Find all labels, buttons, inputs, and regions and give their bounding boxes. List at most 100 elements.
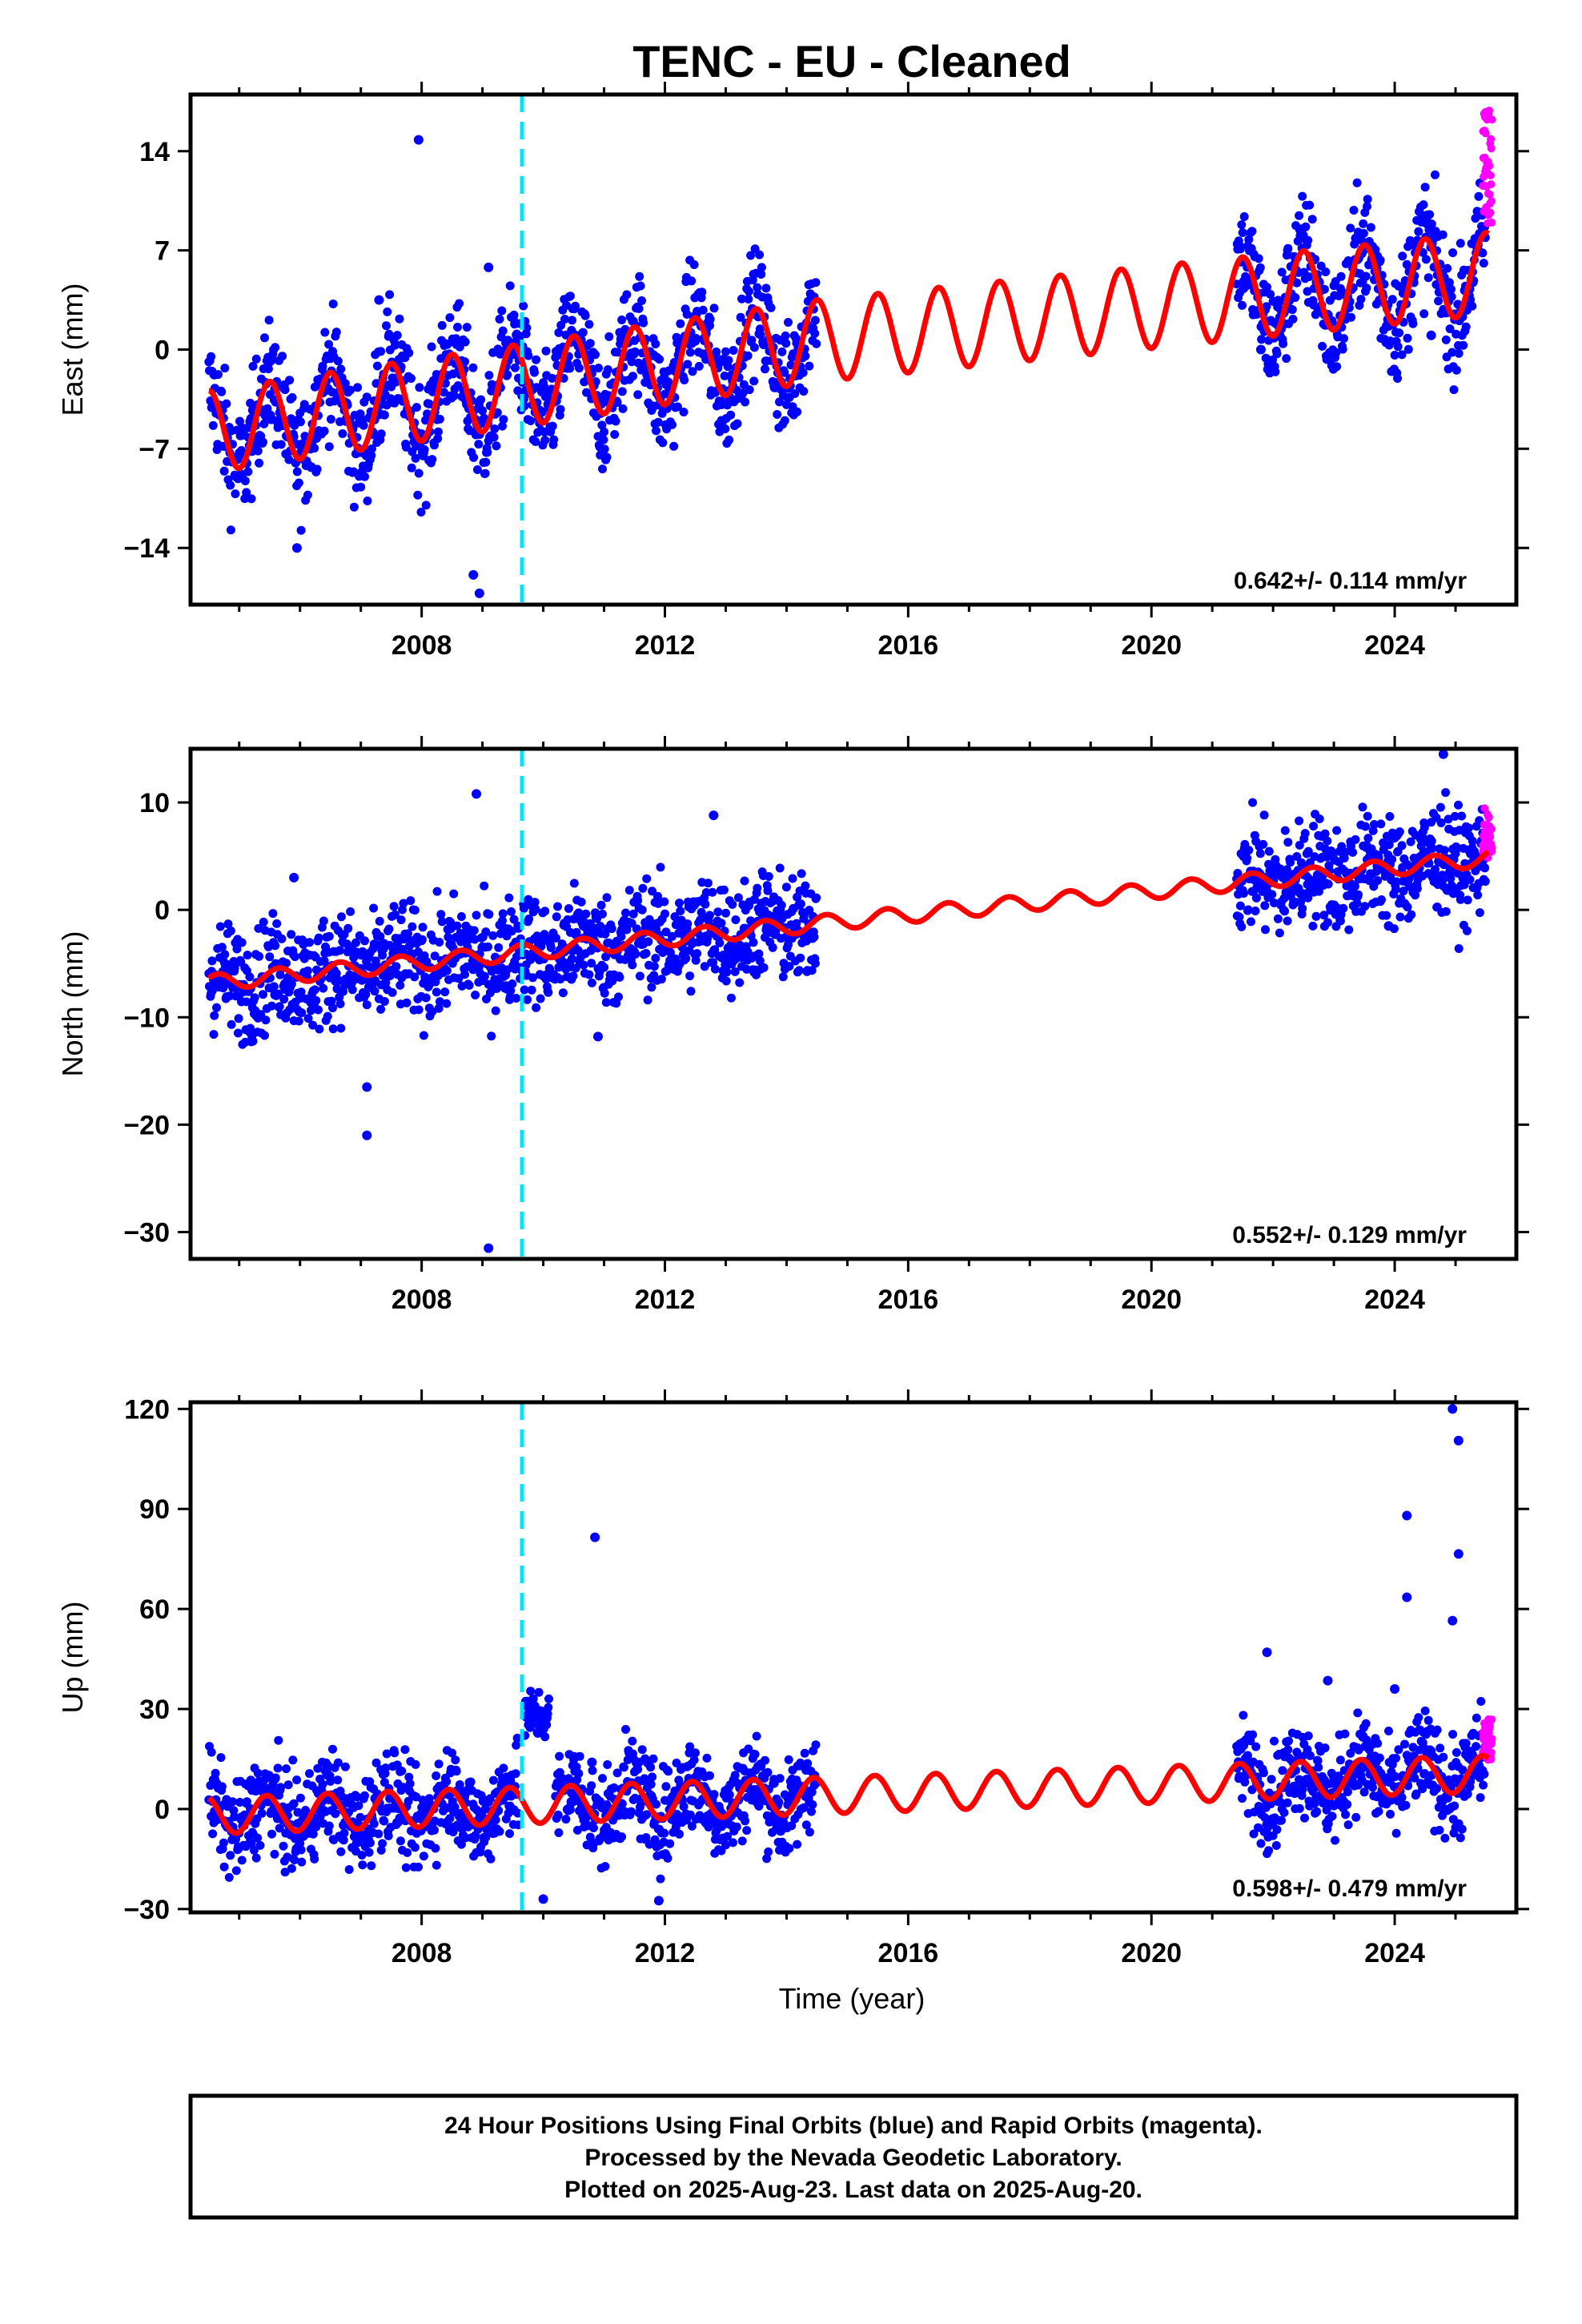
north-final-point bbox=[432, 987, 441, 997]
north-rapid-point bbox=[1488, 825, 1496, 834]
up-final-point bbox=[505, 1829, 514, 1839]
north-final-point bbox=[384, 924, 394, 934]
north-final-point bbox=[242, 997, 251, 1007]
up-final-point bbox=[434, 1759, 444, 1769]
north-final-point bbox=[314, 933, 323, 943]
up-final-point bbox=[652, 1799, 661, 1809]
north-final-point bbox=[1363, 811, 1372, 821]
east-final-point bbox=[773, 410, 782, 419]
north-frame bbox=[188, 746, 1519, 1261]
north-final-point bbox=[391, 962, 401, 971]
east-final-point bbox=[781, 331, 790, 340]
north-final-point bbox=[471, 991, 480, 999]
up-final-point bbox=[805, 1827, 814, 1837]
east-final-point bbox=[468, 363, 478, 372]
east-final-point bbox=[481, 457, 491, 467]
north-final-point bbox=[287, 930, 296, 939]
north-final-point bbox=[1436, 818, 1446, 827]
east-final-point bbox=[460, 337, 470, 347]
up-final-point bbox=[705, 1771, 714, 1780]
north-final-point bbox=[722, 967, 732, 977]
east-final-point bbox=[688, 367, 697, 376]
east-final-point bbox=[780, 416, 789, 425]
up-final-point bbox=[1240, 1777, 1250, 1787]
north-final-point bbox=[665, 947, 675, 957]
north-final-point bbox=[1412, 884, 1422, 893]
up-final-point bbox=[432, 1860, 441, 1870]
up-final-point bbox=[333, 1758, 343, 1767]
east-final-point bbox=[537, 408, 547, 417]
north-final-point bbox=[271, 941, 280, 951]
up-final-point bbox=[553, 1810, 563, 1819]
east-final-point bbox=[367, 444, 376, 453]
east-final-point bbox=[720, 371, 729, 380]
east-final-point bbox=[1444, 278, 1454, 287]
up-final-point bbox=[1439, 1752, 1448, 1762]
up-final-point bbox=[1295, 1803, 1304, 1813]
north-final-point bbox=[1354, 890, 1363, 899]
up-final-point bbox=[628, 1736, 637, 1746]
north-final-point bbox=[546, 943, 556, 952]
east-final-point bbox=[729, 346, 738, 355]
north-final-point bbox=[596, 922, 605, 931]
east-final-point bbox=[324, 442, 334, 452]
north-final-point bbox=[260, 1031, 269, 1040]
north-final-point bbox=[649, 962, 659, 971]
north-final-point bbox=[1441, 907, 1451, 916]
east-final-point bbox=[649, 401, 659, 411]
north-final-point bbox=[336, 1023, 346, 1033]
up-final-point bbox=[1418, 1784, 1427, 1794]
up-final-point bbox=[1443, 1793, 1452, 1803]
east-final-point bbox=[548, 421, 557, 431]
up-y-tick-label: 120 bbox=[124, 1394, 170, 1425]
north-final-point bbox=[601, 998, 611, 1007]
up-final-point bbox=[448, 1748, 457, 1758]
east-final-point bbox=[510, 363, 520, 372]
east-final-point bbox=[372, 361, 382, 371]
up-model-curve bbox=[207, 1752, 1491, 1836]
east-final-point bbox=[1288, 315, 1298, 324]
east-final-point bbox=[633, 390, 643, 400]
north-final-point bbox=[1235, 901, 1245, 911]
up-final-point bbox=[308, 1829, 318, 1839]
up-final-point bbox=[730, 1771, 740, 1780]
east-final-point bbox=[407, 463, 416, 472]
east-final-point bbox=[453, 381, 463, 390]
east-final-point bbox=[604, 332, 614, 341]
up-rapid-point bbox=[1488, 1735, 1496, 1743]
up-final-point bbox=[340, 1762, 350, 1771]
east-final-point bbox=[811, 278, 821, 287]
north-final-point bbox=[644, 937, 653, 947]
up-final-point bbox=[796, 1758, 805, 1767]
north-final-point bbox=[710, 964, 720, 974]
north-final-point bbox=[530, 898, 540, 907]
north-final-point bbox=[319, 956, 329, 966]
north-final-point bbox=[1233, 869, 1243, 878]
east-final-point bbox=[1338, 344, 1347, 354]
north-final-point bbox=[1309, 822, 1319, 831]
north-final-point bbox=[1244, 846, 1254, 855]
up-final-point bbox=[512, 1740, 521, 1750]
up-final-point bbox=[1251, 1742, 1261, 1751]
up-rate-label: 0.598+/- 0.479 mm/yr bbox=[1232, 1876, 1467, 1902]
up-final-point bbox=[763, 1767, 773, 1777]
east-final-point bbox=[777, 347, 787, 356]
east-final-point bbox=[1414, 227, 1423, 236]
up-final-point bbox=[1362, 1735, 1371, 1745]
north-final-point bbox=[1319, 911, 1329, 920]
north-final-point bbox=[754, 949, 764, 959]
north-final-point bbox=[641, 949, 651, 958]
east-final-point bbox=[1459, 340, 1468, 350]
up-final-point bbox=[1278, 1766, 1287, 1775]
north-final-point bbox=[507, 907, 516, 916]
up-final-point bbox=[1458, 1765, 1468, 1775]
east-final-point bbox=[498, 326, 508, 336]
north-final-point bbox=[1315, 887, 1323, 896]
up-final-point bbox=[1457, 1824, 1467, 1834]
north-final-point bbox=[308, 1020, 318, 1030]
east-final-point bbox=[395, 314, 404, 324]
north-final-point bbox=[596, 900, 606, 910]
up-final-point bbox=[287, 1864, 296, 1873]
north-y-tick-label: 0 bbox=[155, 895, 170, 926]
up-final-point bbox=[750, 1750, 760, 1759]
